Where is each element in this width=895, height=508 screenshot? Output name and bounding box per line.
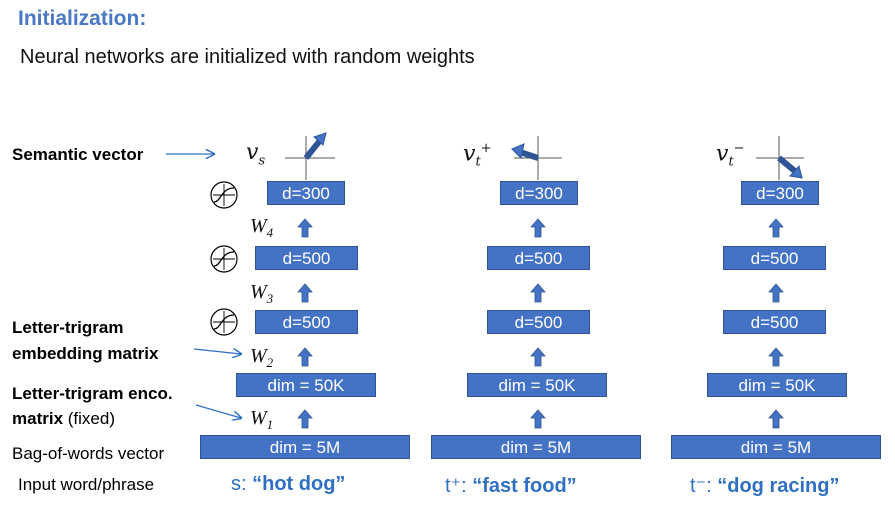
weight-w1: W1: [250, 407, 274, 432]
col3-layer-bow: dim = 5M: [671, 435, 881, 459]
col1-up-arrow-3: [297, 283, 313, 303]
letter-trigram-enco-label-2: matrix (fixed): [12, 409, 115, 428]
page-title: Initialization:: [18, 7, 147, 30]
col1-up-arrow-2: [297, 347, 313, 367]
weight-w2: W2: [250, 345, 274, 370]
col2-layer-bow: dim = 5M: [431, 435, 641, 459]
vector-axes-t-minus: [756, 136, 804, 180]
input-t-plus: t⁺: “fast food”: [445, 475, 577, 497]
col2-layer-500a: d=500: [487, 310, 590, 334]
vector-axes-t-plus: [511, 136, 562, 180]
col3-up-arrow-1: [768, 409, 784, 429]
col1-layer-500b: d=500: [255, 246, 358, 270]
col1-layer-bow: dim = 5M: [200, 435, 410, 459]
col2-up-arrow-3: [530, 283, 546, 303]
activation-icon-3: [210, 308, 238, 336]
input-t-minus: t⁻: “dog racing”: [690, 475, 840, 497]
col3-layer-300: d=300: [741, 181, 819, 205]
vector-label-t-plus: vt+: [463, 141, 492, 170]
col2-layer-500b: d=500: [487, 246, 590, 270]
col1-up-arrow-4: [297, 218, 313, 238]
col1-layer-500a: d=500: [255, 310, 358, 334]
col2-layer-50k: dim = 50K: [467, 373, 607, 397]
col3-layer-500a: d=500: [723, 310, 826, 334]
col2-up-arrow-2: [530, 347, 546, 367]
weight-w3: W3: [250, 281, 274, 306]
weight-w4: W4: [250, 215, 274, 240]
col2-up-arrow-4: [530, 218, 546, 238]
col3-up-arrow-2: [768, 347, 784, 367]
subtitle: Neural networks are initialized with ran…: [20, 46, 475, 68]
bag-of-words-label: Bag-of-words vector: [12, 444, 165, 463]
vector-label-s: vs: [246, 140, 266, 169]
col3-layer-500b: d=500: [723, 246, 826, 270]
vector-axes-s: [285, 132, 335, 180]
col1-up-arrow-1: [297, 409, 313, 429]
letter-trigram-enco-label-1: Letter-trigram enco.: [12, 384, 173, 403]
pointer-embedding-matrix: [193, 349, 241, 354]
col2-up-arrow-1: [530, 409, 546, 429]
activation-icon-2: [210, 245, 238, 273]
col3-up-arrow-4: [768, 218, 784, 238]
input-s: s: “hot dog”: [231, 473, 346, 495]
col1-layer-300: d=300: [267, 181, 345, 205]
pointer-enco-matrix: [195, 404, 241, 418]
col3-layer-50k: dim = 50K: [707, 373, 847, 397]
letter-trigram-embedding-label-2: embedding matrix: [12, 344, 159, 363]
col2-layer-300: d=300: [500, 181, 578, 205]
input-word-label: Input word/phrase: [18, 475, 155, 494]
col3-up-arrow-3: [768, 283, 784, 303]
activation-icon-1: [210, 181, 238, 209]
vector-label-t-minus: vt−: [716, 141, 745, 170]
col1-layer-50k: dim = 50K: [236, 373, 376, 397]
semantic-vector-label: Semantic vector: [12, 145, 144, 164]
letter-trigram-embedding-label-1: Letter-trigram: [12, 318, 124, 337]
